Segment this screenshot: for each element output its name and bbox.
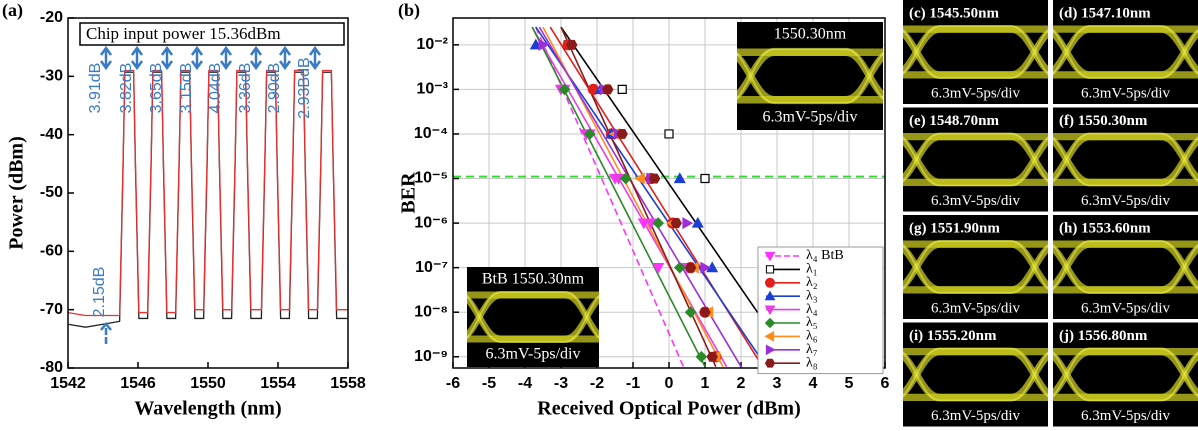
inset-title: BtB 1550.30nm xyxy=(482,271,585,288)
data-point xyxy=(686,263,696,272)
eye-title: (h) 1553.60nm xyxy=(1059,220,1151,236)
x-tick-label: 1542 xyxy=(50,375,86,392)
eye-title: (i) 1555.20nm xyxy=(909,328,997,344)
legend-marker xyxy=(766,278,775,287)
eye-caption: 6.3mV-5ps/div xyxy=(931,193,1021,209)
y-tick-label: -20 xyxy=(40,9,63,26)
x-tick-label: 0 xyxy=(665,375,674,392)
eye-title: (d) 1547.10nm xyxy=(1059,5,1151,21)
x-tick-label: 5 xyxy=(845,375,854,392)
eye-caption: 6.3mV-5ps/div xyxy=(1081,85,1171,101)
x-tick-label: -2 xyxy=(590,375,604,392)
y-tick-label: -30 xyxy=(40,68,63,85)
data-point xyxy=(671,219,681,228)
x-tick-label: -4 xyxy=(518,375,532,392)
data-point xyxy=(683,218,692,228)
data-point xyxy=(617,130,627,139)
x-tick-label: -5 xyxy=(482,375,496,392)
x-tick-label: -6 xyxy=(446,375,460,392)
y-tick-label: -80 xyxy=(40,359,63,376)
y-tick-label: 10⁻⁴ xyxy=(414,125,448,142)
x-tick-label: -1 xyxy=(626,375,640,392)
y-tick-label: -60 xyxy=(40,243,63,260)
ratio-label: 3.15dB xyxy=(178,63,195,114)
figure: (a)-80-70-60-50-40-30-201542154615501554… xyxy=(0,0,1198,431)
data-point xyxy=(701,175,709,183)
x-tick-label: -3 xyxy=(554,375,568,392)
x-tick-label: 1 xyxy=(701,375,710,392)
x-tick-label: 4 xyxy=(809,375,818,392)
ratio-label: 3.82dB xyxy=(118,63,135,114)
eye-caption: 6.3mV-5ps/div xyxy=(1081,300,1171,316)
eye-caption: 6.3mV-5ps/div xyxy=(1081,193,1171,209)
ratio-label: 3.91dB xyxy=(87,63,104,114)
y-tick-label: -70 xyxy=(40,301,63,318)
y-tick-label: 10⁻⁸ xyxy=(414,303,448,320)
ratio-arrow xyxy=(101,48,111,68)
x-tick-label: 1558 xyxy=(330,375,366,392)
legend-marker xyxy=(766,359,775,367)
y-tick-label: 10⁻⁹ xyxy=(414,348,448,365)
y-axis-label: BER xyxy=(398,172,420,214)
data-point xyxy=(707,352,717,361)
eye-caption: 6.3mV-5ps/div xyxy=(931,408,1021,424)
data-point xyxy=(665,130,673,138)
x-tick-label: 1550 xyxy=(190,375,226,392)
eye-title: (g) 1551.90nm xyxy=(909,220,1000,236)
y-tick-label: 10⁻² xyxy=(416,36,448,53)
panel-label: (b) xyxy=(398,0,420,21)
legend-marker xyxy=(766,266,773,273)
ratio-arrow xyxy=(192,48,202,68)
ratio-label: 2.90dB xyxy=(266,63,283,114)
floor-label: 2.15dB xyxy=(91,267,108,318)
panel-label: (a) xyxy=(2,0,23,21)
eye-title: (f) 1550.30nm xyxy=(1059,113,1148,129)
x-tick-label: 1546 xyxy=(120,375,156,392)
eye-title: (j) 1556.80nm xyxy=(1059,328,1148,344)
y-tick-label: 10⁻⁶ xyxy=(414,214,448,231)
eye-caption: 6.3mV-5ps/div xyxy=(931,300,1021,316)
annotation-text: Chip input power 15.36dBm xyxy=(86,24,281,43)
ratio-label: 3.36dB xyxy=(237,63,254,114)
x-tick-label: 3 xyxy=(773,375,782,392)
ratio-arrow xyxy=(221,48,231,68)
inset-title: 1550.30nm xyxy=(774,26,847,43)
page: {"chart_data": [ {"type": "line", "panel… xyxy=(0,0,1198,431)
x-axis-label: Wavelength (nm) xyxy=(134,398,281,420)
eye-title: (e) 1548.70nm xyxy=(909,113,999,129)
data-point xyxy=(603,85,613,94)
data-point xyxy=(618,85,626,93)
y-tick-label: -40 xyxy=(40,126,63,143)
inset-caption: 6.3mV-5ps/div xyxy=(486,346,581,363)
data-point xyxy=(650,174,660,183)
eye-caption: 6.3mV-5ps/div xyxy=(931,85,1021,101)
ratio-label: 4.04dB xyxy=(207,63,224,114)
data-point xyxy=(567,41,577,50)
x-tick-label: 1554 xyxy=(260,375,296,392)
ratio-label: 3.65dB xyxy=(148,63,165,114)
x-tick-label: 6 xyxy=(881,375,890,392)
y-tick-label: 10⁻³ xyxy=(416,81,448,98)
floor-arrow xyxy=(101,324,111,344)
x-axis-label: Received Optical Power (dBm) xyxy=(537,398,800,420)
ratio-label: 2.93BdB xyxy=(296,57,313,118)
y-axis-label: Power (dBm) xyxy=(6,136,28,250)
ratio-arrow xyxy=(251,48,261,68)
inset-caption: 6.3mV-5ps/div xyxy=(763,109,858,126)
ratio-arrow xyxy=(132,48,142,68)
y-tick-label: 10⁻⁷ xyxy=(415,259,448,276)
data-point xyxy=(700,308,710,317)
eye-title: (c) 1545.50nm xyxy=(909,5,999,21)
eye-caption: 6.3mV-5ps/div xyxy=(1081,408,1171,424)
ratio-arrow xyxy=(280,48,290,68)
y-tick-label: -50 xyxy=(40,184,63,201)
x-tick-label: 2 xyxy=(737,375,746,392)
ratio-arrow xyxy=(162,48,172,68)
legend-label: λ₈ xyxy=(806,355,818,370)
